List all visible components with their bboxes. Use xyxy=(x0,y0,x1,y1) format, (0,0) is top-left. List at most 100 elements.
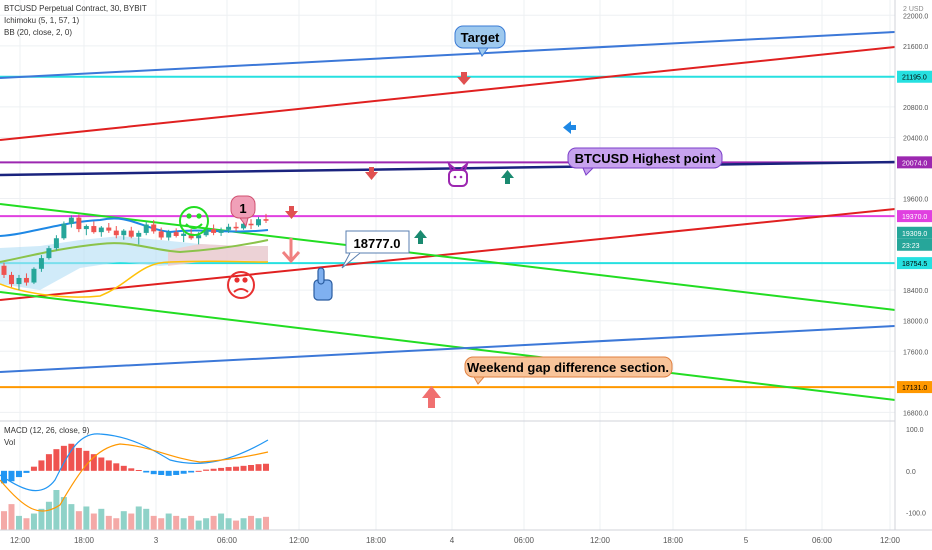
candle-body xyxy=(256,219,262,226)
candle-body xyxy=(1,265,7,275)
volume-bar xyxy=(15,515,22,530)
price-tick: 16800.0 xyxy=(903,410,928,417)
candle-body xyxy=(83,226,89,230)
volume-bars xyxy=(1,490,269,530)
candle-body xyxy=(31,268,37,283)
highest-bubble[interactable]: BTCUSD Highest point xyxy=(567,147,723,176)
bb-lower xyxy=(0,260,269,298)
arrow-down-icon xyxy=(365,167,378,180)
time-tick: 18:00 xyxy=(366,536,387,545)
time-axis-ticks: 12:00 18:00 3 06:00 12:00 18:00 4 06:00 12:00 18:… xyxy=(10,536,901,545)
number-marker[interactable]: 1 xyxy=(230,195,256,228)
price-tag-bg xyxy=(897,210,932,223)
time-axis[interactable] xyxy=(0,530,932,550)
macd-bar xyxy=(113,463,120,471)
price-tick: 20800.0 xyxy=(903,105,928,112)
candle-body xyxy=(61,223,67,239)
macd-label: MACD (12, 26, close, 9) xyxy=(4,426,90,435)
volume-bar xyxy=(240,518,247,530)
macd-bar xyxy=(180,470,187,474)
macd-bar xyxy=(105,460,112,471)
volume-bar xyxy=(90,513,97,530)
volume-bar xyxy=(150,515,157,530)
volume-bar xyxy=(45,501,52,530)
volume-bar xyxy=(195,520,202,530)
time-tick: 5 xyxy=(744,536,749,545)
volume-bar xyxy=(225,518,232,530)
macd-line xyxy=(0,433,269,492)
macd-bar xyxy=(90,454,97,471)
candle-body xyxy=(211,229,217,233)
legend-bb: BB (20, close, 2, 0) xyxy=(4,28,73,37)
time-tick: 12:00 xyxy=(880,536,901,545)
macd-bar xyxy=(60,445,67,471)
candle-body xyxy=(106,227,112,231)
volume-bar xyxy=(173,515,180,530)
arrow-up-icon xyxy=(414,230,427,244)
candle-body xyxy=(196,235,202,239)
volume-bar xyxy=(218,513,225,530)
target-bubble[interactable]: Target xyxy=(454,25,506,57)
macd-bar xyxy=(248,465,255,471)
volume-bar xyxy=(210,515,217,530)
candle-body xyxy=(218,229,224,233)
arrow-down-icon xyxy=(285,206,298,219)
macd-bar xyxy=(128,468,135,471)
arrow-up-icon xyxy=(501,170,514,184)
legend-symbol: BTCUSD Perpetual Contract, 30, BYBIT xyxy=(4,4,147,13)
price-axis-tags: 21195.0 20074.0 19370.0 19309.0 23:23 18754.5… xyxy=(897,70,932,394)
price-tag-bg xyxy=(897,381,932,394)
macd-bar xyxy=(150,470,157,475)
volume-bar xyxy=(68,504,75,530)
macd-bar xyxy=(233,466,240,471)
macd-bar xyxy=(173,470,180,475)
vol-label: Vol xyxy=(4,438,16,447)
macd-tick: 100.0 xyxy=(906,427,924,434)
price-tick: 21600.0 xyxy=(903,44,928,51)
time-tick: 06:00 xyxy=(812,536,833,545)
candle-body xyxy=(68,217,74,224)
macd-bar xyxy=(68,443,75,471)
weekend-bubble[interactable]: Weekend gap difference section. xyxy=(464,356,673,385)
candle-body xyxy=(91,226,97,233)
time-tick: 12:00 xyxy=(10,536,31,545)
volume-bar xyxy=(233,520,240,530)
volume-bar xyxy=(165,513,172,530)
candle-body xyxy=(38,258,44,269)
candle-body xyxy=(23,277,29,283)
macd-tick: -100.0 xyxy=(906,511,926,518)
price-box[interactable]: 18777.0 xyxy=(341,230,410,269)
volume-bar xyxy=(98,508,105,530)
volume-bar xyxy=(143,508,150,530)
price-tag-bg xyxy=(897,226,932,239)
arrow-left-icon xyxy=(563,121,576,134)
price-tick: 20400.0 xyxy=(903,135,928,142)
macd-bar xyxy=(188,470,195,473)
arrow-down-icon xyxy=(457,72,471,85)
volume-bar xyxy=(128,513,135,530)
macd-bar xyxy=(240,465,247,471)
weekend-label: Weekend gap difference section. xyxy=(467,360,669,375)
trendline-blue-upper xyxy=(0,31,896,79)
arrow-down-big-icon xyxy=(281,238,301,264)
bb-basis xyxy=(0,239,269,263)
sad-face-icon xyxy=(227,271,255,299)
devil-icon xyxy=(446,160,470,187)
volume-bar xyxy=(135,506,142,530)
volume-bar xyxy=(188,515,195,530)
price-tag: 17131.0 xyxy=(902,385,927,392)
macd-bar xyxy=(120,465,127,471)
macd-bar xyxy=(8,470,15,482)
volume-bar xyxy=(75,511,82,530)
macd-tick: 0.0 xyxy=(906,469,916,476)
trendline-red-lower xyxy=(0,208,896,301)
time-tick: 18:00 xyxy=(663,536,684,545)
highest-label: BTCUSD Highest point xyxy=(575,151,716,166)
time-tick: 4 xyxy=(450,536,455,545)
candle-body xyxy=(241,223,247,229)
candle-body xyxy=(248,223,254,226)
macd-bar xyxy=(210,468,217,471)
volume-bar xyxy=(120,511,127,530)
trendline-green-lower xyxy=(0,291,896,401)
